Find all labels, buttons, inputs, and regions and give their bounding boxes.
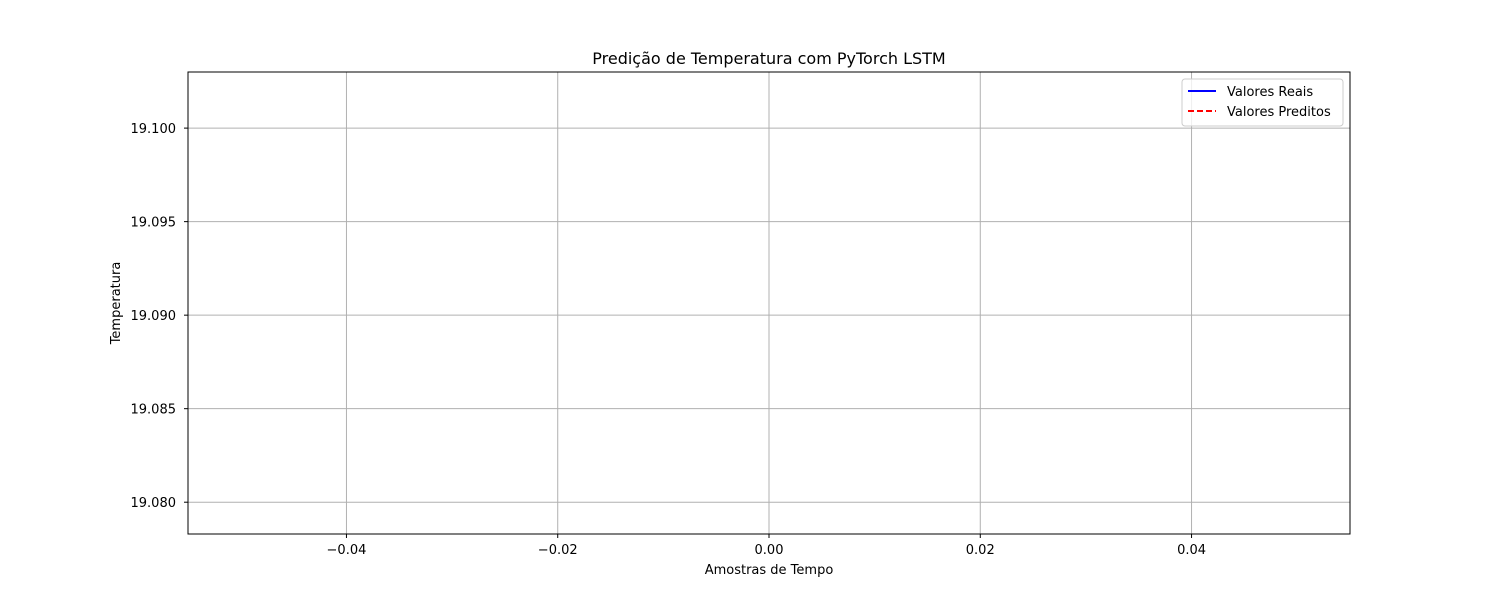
chart-title: Predição de Temperatura com PyTorch LSTM xyxy=(592,49,945,68)
grid xyxy=(188,72,1350,534)
y-tick-label: 19.095 xyxy=(131,216,177,231)
x-tick-label: −0.04 xyxy=(327,543,367,558)
y-axis-ticks: 19.080 19.085 19.090 19.095 19.100 xyxy=(131,122,188,511)
y-tick-label: 19.100 xyxy=(131,122,177,137)
legend-label-valores-reais: Valores Reais xyxy=(1227,85,1313,100)
legend-box xyxy=(1181,78,1344,127)
y-tick-label: 19.080 xyxy=(131,496,177,511)
legend-label-valores-preditos: Valores Preditos xyxy=(1227,105,1331,120)
x-tick-label: 0.00 xyxy=(755,543,784,558)
x-axis-label: Amostras de Tempo xyxy=(705,563,834,578)
x-tick-label: 0.02 xyxy=(966,543,995,558)
x-tick-label: −0.02 xyxy=(538,543,578,558)
y-tick-label: 19.085 xyxy=(131,403,177,418)
y-axis-label: Temperatura xyxy=(109,262,124,346)
legend: Valores Reais Valores Preditos xyxy=(1181,78,1344,127)
x-axis-ticks: −0.04 −0.02 0.00 0.02 0.04 xyxy=(327,534,1206,558)
x-tick-label: 0.04 xyxy=(1177,543,1206,558)
y-tick-label: 19.090 xyxy=(131,309,177,324)
